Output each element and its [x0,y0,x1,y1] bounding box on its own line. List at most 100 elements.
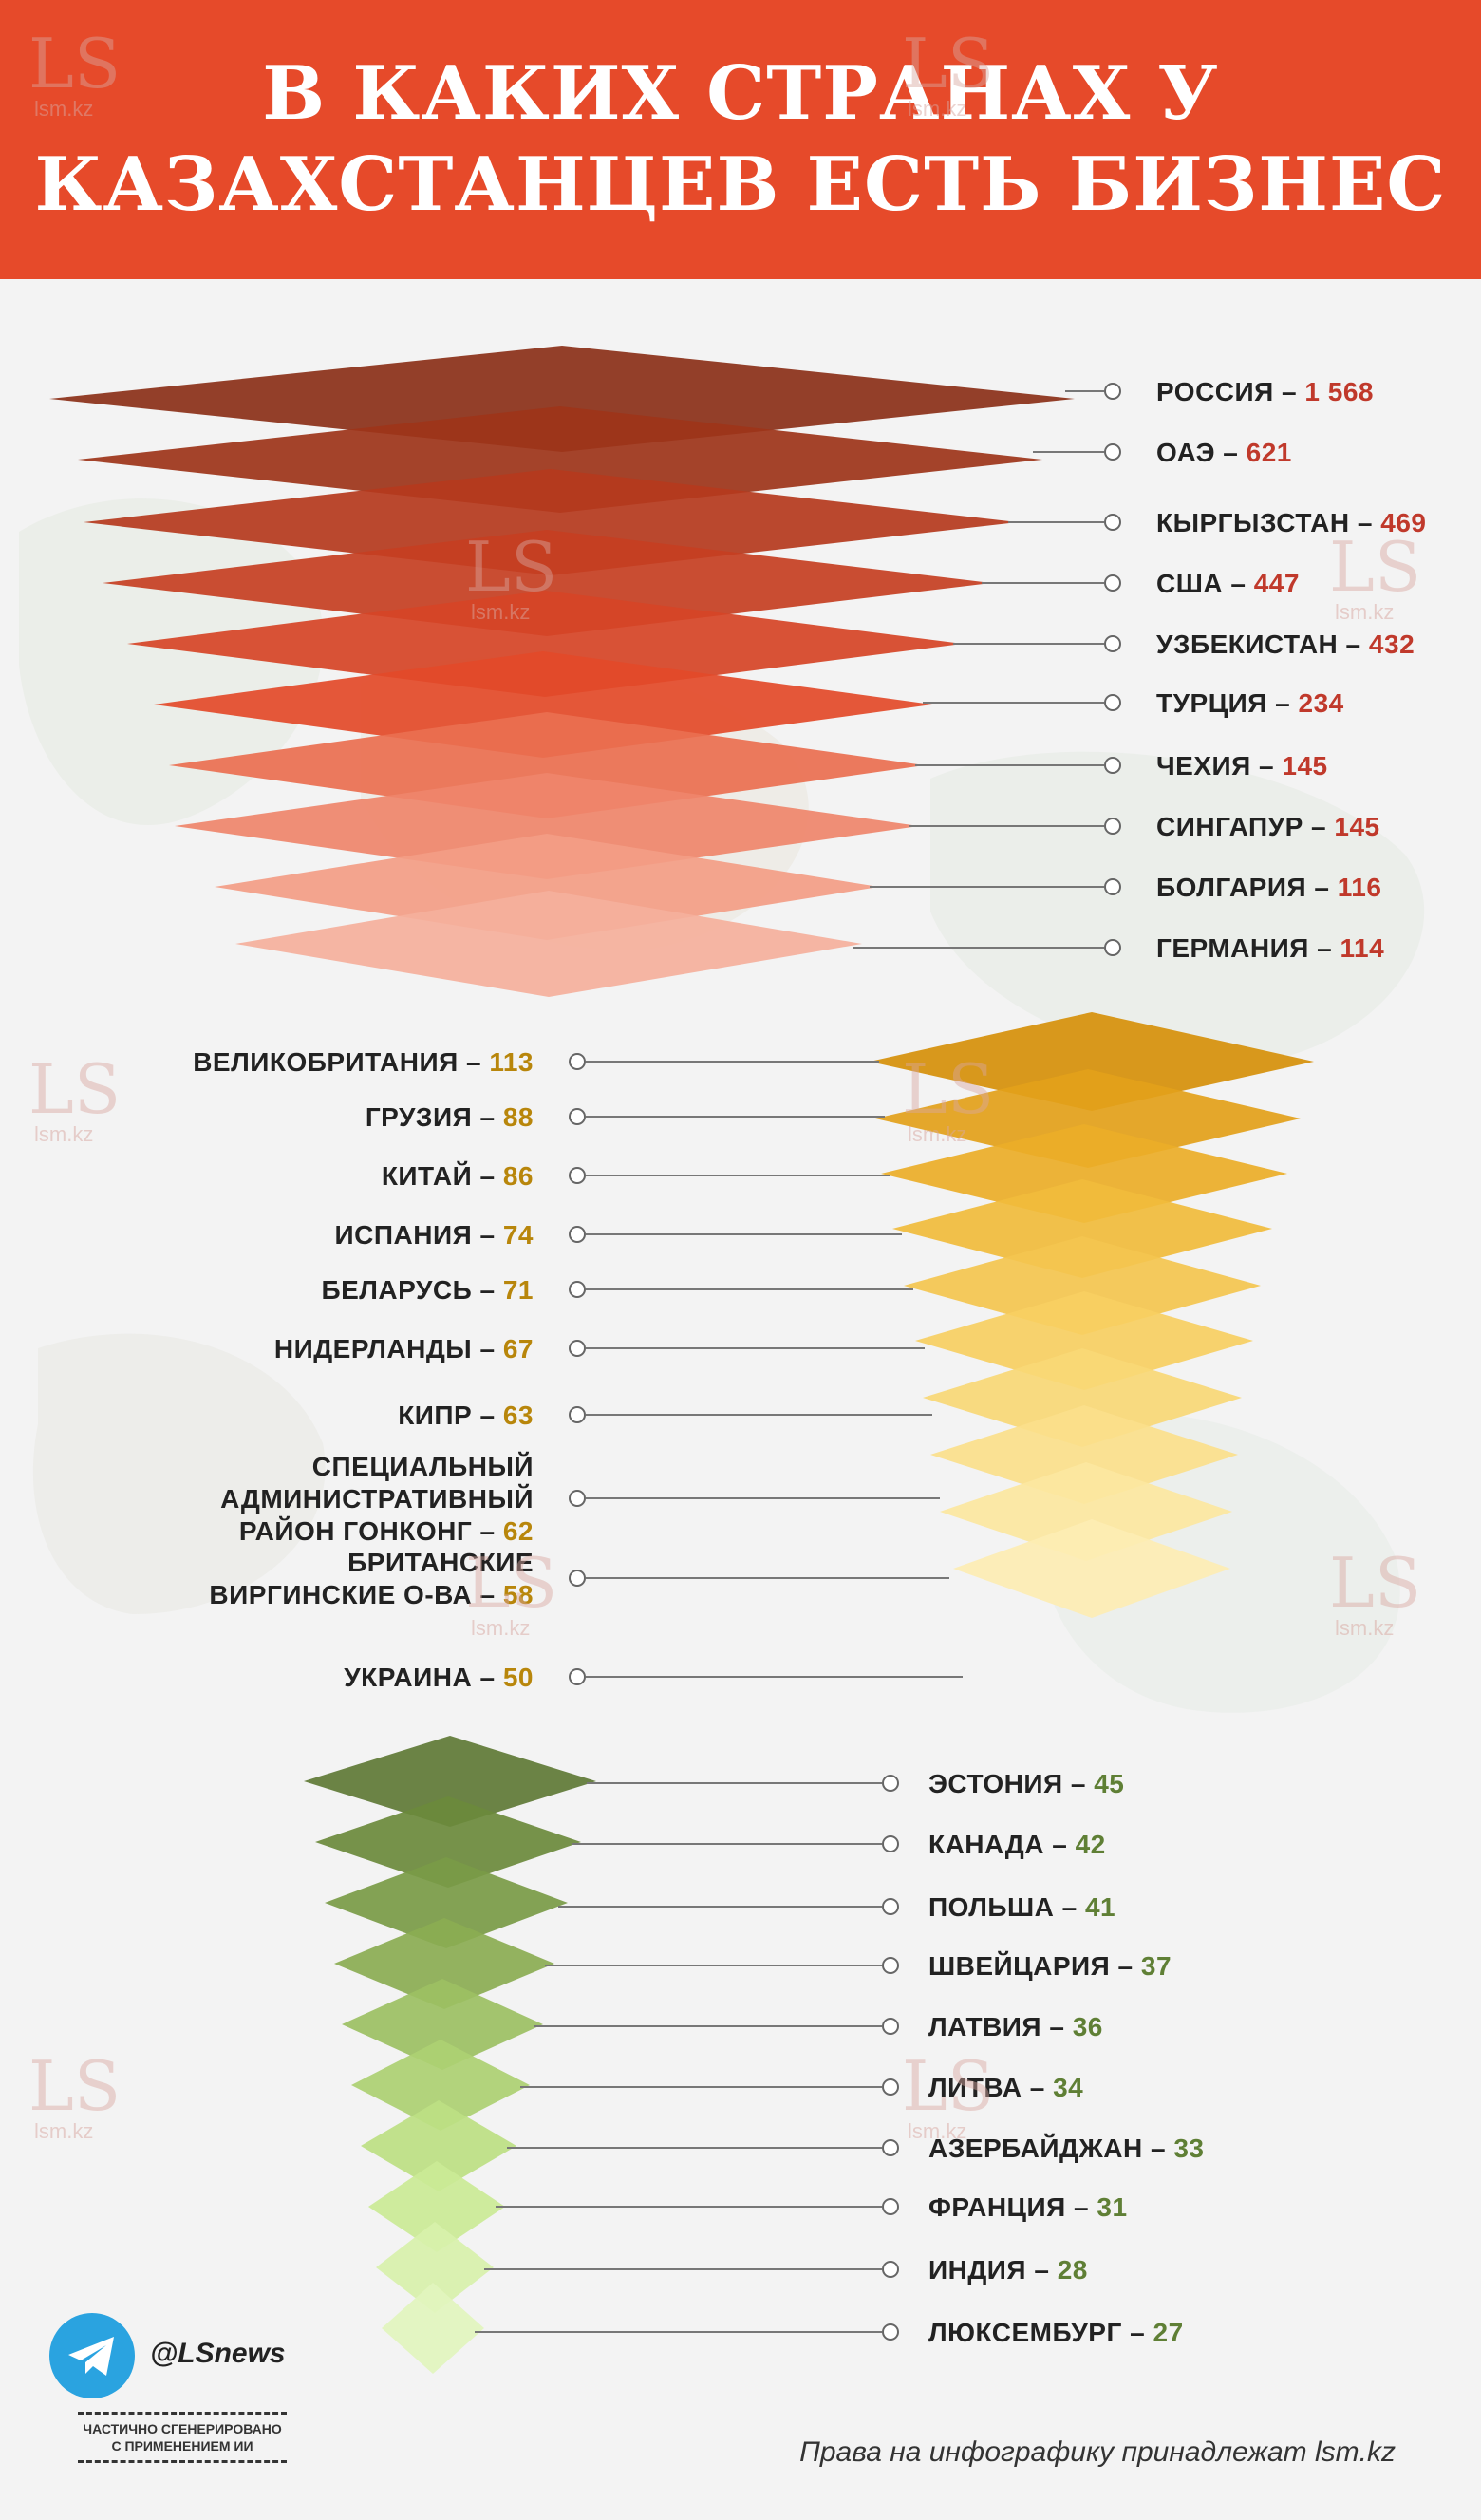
label-text-middle-4: ИСПАНИЯ – [335,1220,503,1250]
diamond-middle-3 [881,1124,1287,1223]
label-text-middle-9-line-1: БРИТАНСКИЕ [347,1548,534,1577]
leader-dot-middle-8 [569,1490,586,1507]
label-bottom-2: КАНАДА – 42 [928,1830,1106,1859]
label-bottom-3: ПОЛЬША – 41 [928,1892,1115,1922]
diamond-bottom-2 [315,1796,581,1888]
diamond-top-10 [235,891,862,997]
label-text-top-3: КЫРГЫЗСТАН – [1156,508,1380,537]
label-text-middle-3: КИТАЙ – [382,1160,503,1191]
value-top-7: 145 [1282,751,1327,780]
watermark-site-2: lsm.kz [908,97,966,121]
leader-dot-bottom-10 [882,2323,899,2341]
label-middle-9: БРИТАНСКИЕ ВИРГИНСКИЕ О-ВА – 58 [209,1548,534,1609]
value-middle-4: 74 [503,1220,534,1250]
watermark-logo-7: LS [465,1543,557,1623]
watermark-logo-8: LS [1329,1543,1421,1623]
watermark-logo-9: LS [28,2046,121,2126]
leader-dot-middle-9 [569,1570,586,1587]
diamond-bottom-5 [342,1979,543,2070]
label-middle-2: ГРУЗИЯ – 88 [366,1102,534,1132]
diamond-middle-6 [915,1291,1253,1390]
label-middle-7: КИПР – 63 [398,1401,534,1430]
leader-dot-bottom-4 [882,1957,899,1974]
ai-disclaimer: ЧАСТИЧНО СГЕНЕРИРОВАНО С ПРИМЕНЕНИЕМ ИИ [78,2412,287,2463]
label-top-2: ОАЭ – 621 [1156,438,1292,467]
value-top-9: 116 [1338,873,1382,902]
telegram-handle[interactable]: @LSnews [150,2338,286,2369]
leader-dot-top-3 [1104,514,1121,531]
diamond-middle-1 [870,1012,1314,1111]
label-middle-8: СПЕЦИАЛЬНЫЙ АДМИНИСТРАТИВНЫЙ РАЙОН ГОНКОНГ… [220,1451,534,1546]
diamond-bottom-6 [351,2040,530,2131]
diamond-top-3 [84,469,1018,575]
label-text-middle-8-line-1: СПЕЦИАЛЬНЫЙ [312,1451,534,1481]
label-top-6: ТУРЦИЯ – 234 [1156,688,1344,718]
label-top-5: УЗБЕКИСТАН – 432 [1156,630,1415,659]
label-text-middle-1: ВЕЛИКОБРИТАНИЯ – [193,1047,489,1077]
label-text-bottom-5: ЛАТВИЯ – [928,2012,1073,2041]
leader-dot-bottom-8 [882,2198,899,2215]
value-middle-9: 58 [503,1580,534,1609]
value-bottom-9: 28 [1058,2255,1088,2285]
leader-dot-bottom-1 [882,1775,899,1792]
diamond-middle-2 [875,1069,1301,1168]
label-text-bottom-6: ЛИТВА – [928,2073,1053,2102]
label-text-middle-2: ГРУЗИЯ – [366,1102,503,1132]
label-middle-1: ВЕЛИКОБРИТАНИЯ – 113 [193,1047,534,1077]
leader-dot-bottom-9 [882,2261,899,2278]
diamond-top-8 [175,773,919,879]
diamond-middle-4 [892,1179,1272,1278]
leader-dot-top-5 [1104,635,1121,652]
diamond-bottom-10 [382,2283,484,2374]
leader-dot-bottom-7 [882,2139,899,2156]
value-middle-7: 63 [503,1401,534,1430]
label-text-top-10: ГЕРМАНИЯ – [1156,933,1340,963]
label-bottom-8: ФРАНЦИЯ – 31 [928,2192,1128,2222]
watermark-site-6: lsm.kz [908,1122,966,1146]
diamond-bottom-7 [361,2100,516,2191]
label-text-bottom-2: КАНАДА – [928,1830,1076,1859]
label-text-top-1: РОССИЯ – [1156,377,1304,406]
diamond-bottom-8 [368,2161,505,2252]
leader-dot-top-1 [1104,383,1121,400]
label-text-bottom-10: ЛЮКСЕМБУРГ – [928,2318,1153,2347]
leader-dot-bottom-6 [882,2078,899,2096]
label-bottom-6: ЛИТВА – 34 [928,2073,1083,2102]
label-middle-6: НИДЕРЛАНДЫ – 67 [274,1334,534,1363]
label-text-middle-8-line-2: АДМИНИСТРАТИВНЫЙ [220,1483,534,1514]
leader-dot-top-8 [1104,818,1121,835]
watermark-logo-3: LS [465,527,557,607]
label-bottom-7: АЗЕРБАЙДЖАН – 33 [928,2133,1205,2163]
label-text-top-4: США – [1156,569,1254,598]
label-top-10: ГЕРМАНИЯ – 114 [1156,933,1384,963]
diamond-top-7 [169,712,925,818]
leader-dot-top-6 [1104,694,1121,711]
watermark-site-3: lsm.kz [471,600,530,624]
watermark-logo-5: LS [28,1049,121,1129]
label-text-middle-7: КИПР – [398,1401,503,1430]
ai-disclaimer-line-1: ЧАСТИЧНО СГЕНЕРИРОВАНО [83,2421,282,2436]
diamond-top-2 [78,406,1042,513]
leader-dot-bottom-2 [882,1835,899,1852]
label-text-top-7: ЧЕХИЯ – [1156,751,1282,780]
label-text-bottom-7: АЗЕРБАЙДЖАН – [928,2133,1173,2163]
watermark-logo-2: LS [902,24,994,103]
label-middle-5: БЕЛАРУСЬ – 71 [321,1275,534,1305]
label-text-top-5: УЗБЕКИСТАН – [1156,630,1369,659]
leader-dot-top-9 [1104,878,1121,895]
value-bottom-5: 36 [1073,2012,1103,2041]
leader-dot-top-7 [1104,757,1121,774]
diamond-bottom-1 [304,1736,596,1827]
value-bottom-10: 27 [1153,2318,1184,2347]
watermark-site-10: lsm.kz [908,2119,966,2143]
leader-dot-middle-6 [569,1340,586,1357]
telegram-icon[interactable] [49,2313,135,2398]
diamond-top-9 [215,834,879,940]
value-top-1: 1 568 [1304,377,1374,406]
watermark-site-8: lsm.kz [1335,1616,1394,1640]
value-top-8: 145 [1334,812,1379,841]
label-top-4: США – 447 [1156,569,1300,598]
value-top-10: 114 [1340,933,1385,963]
value-middle-2: 88 [503,1102,534,1132]
